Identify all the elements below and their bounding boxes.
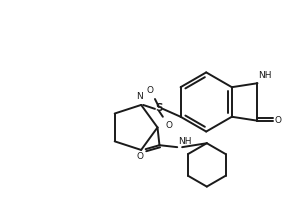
- Text: S: S: [155, 103, 163, 113]
- Text: O: O: [274, 116, 281, 125]
- Text: N: N: [136, 92, 142, 101]
- Text: O: O: [137, 152, 144, 161]
- Text: NH: NH: [259, 71, 272, 80]
- Text: O: O: [146, 86, 154, 95]
- Text: O: O: [165, 121, 172, 130]
- Text: NH: NH: [178, 137, 192, 146]
